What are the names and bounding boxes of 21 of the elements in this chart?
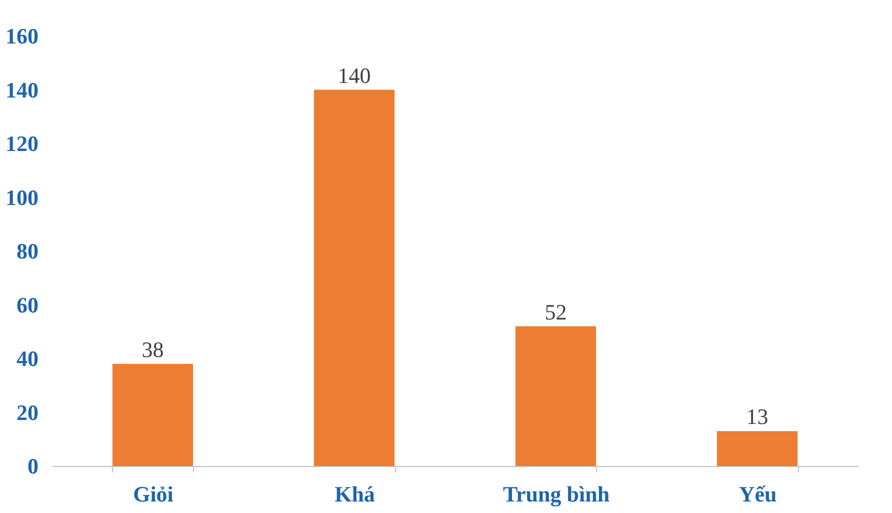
y-tick-label: 140 [6,77,38,102]
data-label: 52 [544,299,567,324]
y-tick-label: 100 [6,184,38,210]
x-tick-label: Giỏi [133,482,174,506]
y-tick-label: 80 [16,238,38,264]
x-tick-label: Khá [334,482,375,506]
data-label: 38 [142,336,164,362]
data-label: 140 [338,62,371,88]
bar [716,431,798,466]
y-tick-label: 160 [6,24,38,48]
y-tick-label: 40 [16,346,38,371]
bar [314,90,395,466]
bar [112,364,194,466]
bar [515,326,596,466]
y-tick-label: 60 [16,292,38,318]
y-tick-label: 0 [28,454,38,478]
y-tick-label: 20 [16,400,38,425]
x-tick-label: Trung bình [502,482,610,506]
y-tick-label: 120 [6,131,38,156]
data-label: 13 [746,404,768,430]
x-tick-label: Yếu [738,482,777,506]
